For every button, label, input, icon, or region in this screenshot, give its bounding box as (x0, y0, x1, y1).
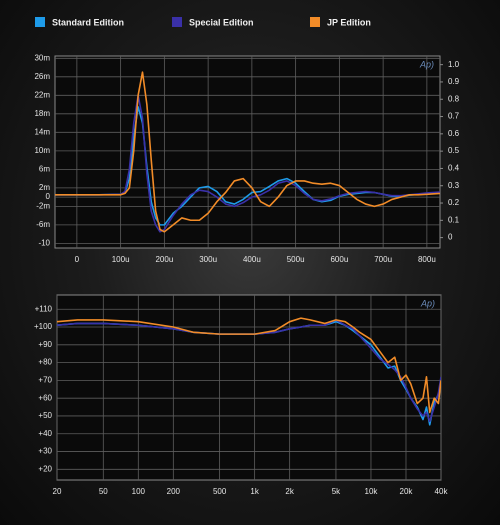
x-tick-label: 20 (53, 487, 62, 496)
y-tick-label: +80 (38, 358, 52, 367)
y-tick-label: 26m (34, 72, 50, 81)
y2-tick-label: 0.4 (448, 164, 460, 173)
x-tick-label: 10k (365, 487, 379, 496)
y-tick-label: +110 (35, 304, 53, 313)
legend-swatch (35, 17, 45, 27)
x-tick-label: 1k (250, 487, 259, 496)
y-tick-label: 2m (39, 183, 50, 192)
legend-swatch (172, 17, 182, 27)
x-tick-label: 700u (374, 255, 392, 264)
y-tick-label: +100 (34, 322, 53, 331)
legend-label: Standard Edition (52, 17, 124, 27)
series-line (57, 317, 441, 414)
y2-tick-label: 0.8 (448, 94, 460, 103)
legend-label: Special Edition (189, 17, 254, 27)
plot-area (56, 294, 442, 481)
y-tick-label: 18m (34, 109, 50, 118)
x-tick-label: 20k (400, 487, 414, 496)
y-tick-label: +20 (38, 464, 52, 473)
x-tick-label: 800u (418, 255, 436, 264)
y-tick-label: -2m (36, 201, 50, 210)
y-tick-label: -6m (36, 220, 50, 229)
x-tick-label: 100 (132, 487, 146, 496)
x-tick-label: 5k (332, 487, 341, 496)
y-tick-label: 10m (34, 146, 50, 155)
x-tick-label: 500u (287, 255, 305, 264)
x-tick-label: 600u (330, 255, 348, 264)
y2-tick-label: 0.5 (448, 146, 460, 155)
y-tick-label: 14m (34, 127, 50, 136)
y-tick-label: 6m (39, 164, 50, 173)
y2-tick-label: 0.7 (448, 112, 460, 121)
y2-tick-label: 0.6 (448, 129, 460, 138)
x-tick-label: 400u (243, 255, 261, 264)
x-tick-label: 200 (167, 487, 181, 496)
y-tick-label: 22m (34, 90, 50, 99)
x-tick-label: 50 (99, 487, 108, 496)
series-line (55, 94, 440, 233)
watermark: Ap) (419, 59, 434, 69)
y2-tick-label: 0.2 (448, 198, 460, 207)
x-tick-label: 500 (213, 487, 227, 496)
y2-tick-label: 0 (448, 233, 453, 242)
x-tick-label: 40k (435, 487, 449, 496)
y2-tick-label: 0.1 (448, 215, 460, 224)
watermark: Ap) (420, 298, 435, 308)
y-tick-label: -10 (38, 238, 50, 247)
x-tick-label: 200u (155, 255, 173, 264)
y-tick-label: +30 (38, 447, 52, 456)
y-tick-label: +90 (38, 340, 52, 349)
y-tick-label: 30m (34, 53, 50, 62)
y-tick-label: +40 (38, 429, 52, 438)
y-tick-label: 0 (46, 192, 51, 201)
y-tick-label: +50 (38, 411, 52, 420)
x-tick-label: 0 (75, 255, 80, 264)
x-tick-label: 2k (285, 487, 294, 496)
legend-swatch (310, 17, 320, 27)
y2-tick-label: 0.9 (448, 77, 460, 86)
x-tick-label: 100u (112, 255, 130, 264)
y2-tick-label: 0.3 (448, 181, 460, 190)
y-tick-label: +70 (38, 375, 52, 384)
plot-area (54, 55, 441, 249)
series-line (55, 71, 440, 233)
y2-tick-label: 1.0 (448, 60, 460, 69)
legend-label: JP Edition (327, 17, 371, 27)
x-tick-label: 300u (199, 255, 217, 264)
y-tick-label: +60 (38, 393, 52, 402)
